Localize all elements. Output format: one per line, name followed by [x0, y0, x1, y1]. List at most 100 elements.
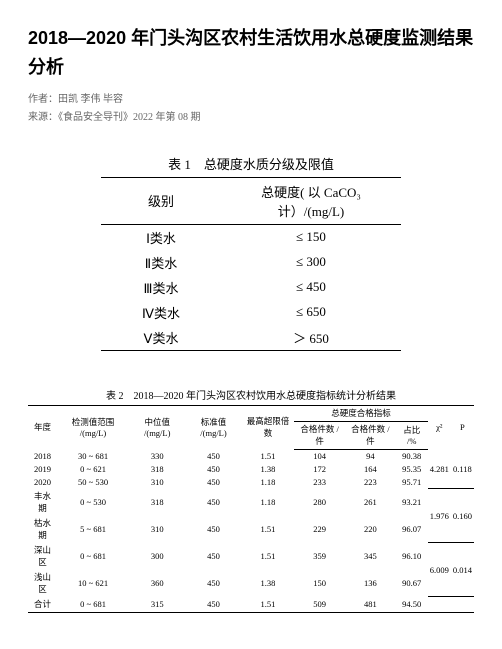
t2-cell-std: 450	[185, 489, 241, 516]
t2-cell-max: 1.18	[242, 476, 295, 489]
t2-cell-pct: 96.07	[396, 516, 428, 543]
t2-cell-year: 枯水期	[28, 516, 57, 543]
t2-cell-year: 2019	[28, 463, 57, 476]
t2-cell-year: 2020	[28, 476, 57, 489]
t2-h-chi: χ²	[428, 405, 451, 449]
t2-cell-pct: 94.50	[396, 597, 428, 613]
t2-cell-chi: 4.281	[428, 449, 451, 489]
t2-cell-median: 360	[129, 570, 185, 597]
t2-cell-year: 浅山区	[28, 570, 57, 597]
t2-cell-pct: 95.35	[396, 463, 428, 476]
t2-cell-chi: 1.976	[428, 489, 451, 543]
t2-cell-p: 0.014	[451, 543, 474, 597]
table1-container: 表 1 总硬度水质分级及限值 级别 总硬度( 以 CaCO₃ 计）/(mg/L)…	[28, 154, 474, 351]
t2-cell-ok: 345	[345, 543, 396, 570]
t2-cell-range: 5 ~ 681	[57, 516, 129, 543]
t2-cell-total: 150	[294, 570, 345, 597]
table1-cell-level: Ⅰ类水	[101, 224, 221, 250]
t2-h-ok: 合格件数 / 件	[345, 421, 396, 449]
t2-cell-total: 233	[294, 476, 345, 489]
table1-cell-value: ≤ 150	[221, 224, 401, 250]
t2-cell-max: 1.51	[242, 597, 295, 613]
t2-h-pct: 占比 /%	[396, 421, 428, 449]
t2-cell-total: 359	[294, 543, 345, 570]
t2-cell-p: 0.160	[451, 489, 474, 543]
t2-cell-max: 1.51	[242, 543, 295, 570]
t2-cell-year: 深山区	[28, 543, 57, 570]
table1-caption: 表 1 总硬度水质分级及限值	[28, 154, 474, 173]
t2-cell-range: 30 ~ 681	[57, 449, 129, 463]
t2-cell-range: 50 ~ 530	[57, 476, 129, 489]
t2-cell-p: 0.118	[451, 449, 474, 489]
table2-container: 表 2 2018—2020 年门头沟区农村饮用水总硬度指标统计分析结果 年度 检…	[28, 387, 474, 613]
t2-cell-pct: 93.21	[396, 489, 428, 516]
t2-cell-std: 450	[185, 570, 241, 597]
t2-cell-std: 450	[185, 543, 241, 570]
author-line: 作者：田凯 李伟 毕容	[28, 92, 474, 108]
t2-h-std: 标准值 /(mg/L)	[185, 405, 241, 449]
table1-cell-level: Ⅲ类水	[101, 275, 221, 300]
t2-cell-total: 172	[294, 463, 345, 476]
table1-row: Ⅱ类水≤ 300	[101, 250, 401, 275]
t2-cell-ok: 136	[345, 570, 396, 597]
t2-cell-median: 330	[129, 449, 185, 463]
table1-header-level: 级别	[101, 177, 221, 224]
t2-cell-max: 1.38	[242, 463, 295, 476]
t2-cell-median: 315	[129, 597, 185, 613]
t2-cell-year: 丰水期	[28, 489, 57, 516]
table1-cell-value: ≤ 300	[221, 250, 401, 275]
article-title: 2018—2020 年门头沟区农村生活饮用水总硬度监测结果分析	[28, 24, 474, 82]
table2-row: 浅山区10 ~ 6213604501.3815013690.67	[28, 570, 474, 597]
t2-h-p: P	[451, 405, 474, 449]
t2-cell-pct: 90.38	[396, 449, 428, 463]
t2-h-range: 检测值范围 /(mg/L)	[57, 405, 129, 449]
t2-cell-range: 0 ~ 681	[57, 597, 129, 613]
t2-h-group: 总硬度合格指标	[294, 405, 427, 421]
t2-cell-chi: 6.009	[428, 543, 451, 597]
table1-cell-value: ≤ 650	[221, 300, 401, 325]
table1-row: Ⅴ类水＞ 650	[101, 325, 401, 351]
t2-cell-pct: 90.67	[396, 570, 428, 597]
table1-cell-value: ≤ 450	[221, 275, 401, 300]
t2-cell-total: 104	[294, 449, 345, 463]
table2-row: 丰水期0 ~ 5303184501.1828026193.211.9760.16…	[28, 489, 474, 516]
table1-row: Ⅰ类水≤ 150	[101, 224, 401, 250]
t2-cell-median: 310	[129, 516, 185, 543]
table2-row: 枯水期5 ~ 6813104501.5122922096.07	[28, 516, 474, 543]
t2-cell-ok: 481	[345, 597, 396, 613]
table2-row: 201830 ~ 6813304501.511049490.384.2810.1…	[28, 449, 474, 463]
t2-h-year: 年度	[28, 405, 57, 449]
table1-cell-level: Ⅴ类水	[101, 325, 221, 351]
t2-cell-year: 2018	[28, 449, 57, 463]
source-line: 来源：《食品安全导刊》2022 年第 08 期	[28, 110, 474, 126]
table2-row: 202050 ~ 5303104501.1823322395.71	[28, 476, 474, 489]
table1-row: Ⅳ类水≤ 650	[101, 300, 401, 325]
table2: 年度 检测值范围 /(mg/L) 中位值 /(mg/L) 标准值 /(mg/L)…	[28, 405, 474, 613]
table2-row: 20190 ~ 6213184501.3817216495.35	[28, 463, 474, 476]
t2-cell-range: 0 ~ 621	[57, 463, 129, 476]
t2-cell-median: 318	[129, 463, 185, 476]
t2-cell-std: 450	[185, 463, 241, 476]
t2-cell-median: 310	[129, 476, 185, 489]
table1: 级别 总硬度( 以 CaCO₃ 计）/(mg/L) Ⅰ类水≤ 150Ⅱ类水≤ 3…	[101, 177, 401, 351]
table1-cell-value: ＞ 650	[221, 325, 401, 351]
t2-cell-max: 1.38	[242, 570, 295, 597]
t2-h-median: 中位值 /(mg/L)	[129, 405, 185, 449]
t2-cell-ok: 164	[345, 463, 396, 476]
t2-cell-ok: 261	[345, 489, 396, 516]
table1-cell-level: Ⅱ类水	[101, 250, 221, 275]
t2-cell-pct: 95.71	[396, 476, 428, 489]
t2-cell-range: 0 ~ 530	[57, 489, 129, 516]
table2-row: 深山区0 ~ 6813004501.5135934596.106.0090.01…	[28, 543, 474, 570]
t2-cell-median: 300	[129, 543, 185, 570]
t2-cell-std: 450	[185, 476, 241, 489]
t2-cell-range: 10 ~ 621	[57, 570, 129, 597]
t2-cell-pct: 96.10	[396, 543, 428, 570]
t2-cell-median: 318	[129, 489, 185, 516]
t2-cell-total: 280	[294, 489, 345, 516]
t2-cell-std: 450	[185, 516, 241, 543]
t2-cell-std: 450	[185, 597, 241, 613]
t2-cell-ok: 223	[345, 476, 396, 489]
table1-row: Ⅲ类水≤ 450	[101, 275, 401, 300]
table2-caption: 表 2 2018—2020 年门头沟区农村饮用水总硬度指标统计分析结果	[28, 387, 474, 402]
